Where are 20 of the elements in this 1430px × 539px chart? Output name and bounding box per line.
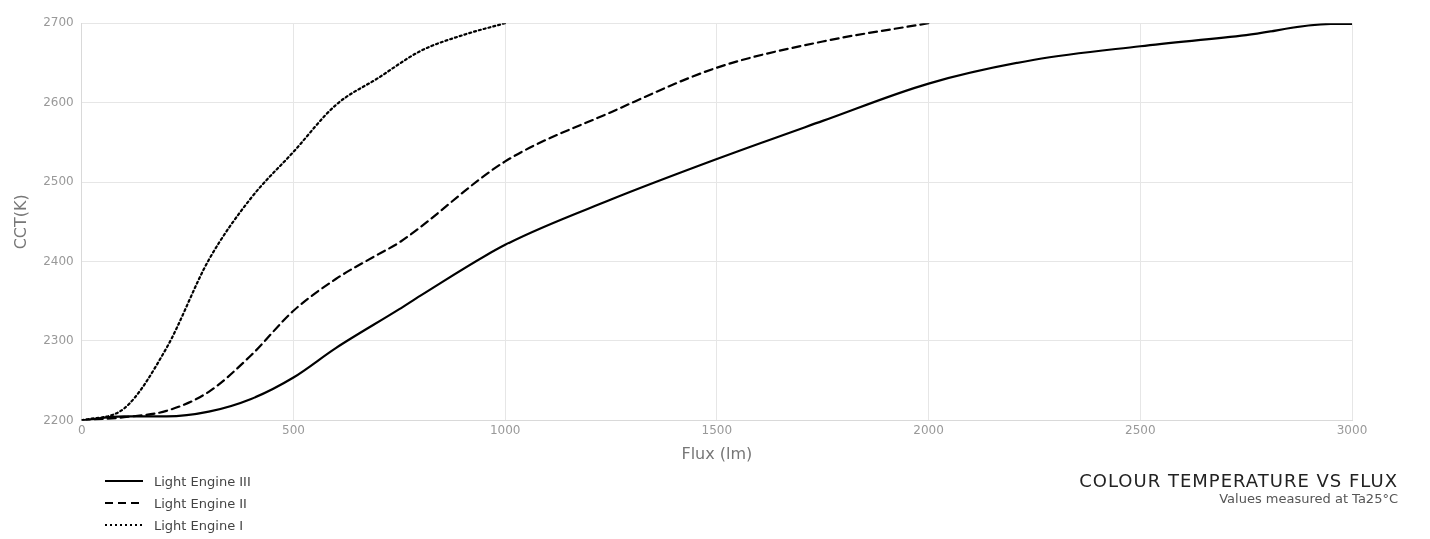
text: Values measured at Ta25°C [1218,491,1398,506]
legend-label: Light Engine I [154,517,244,533]
x-tick-label: 1500 [701,422,733,437]
x-tick-label: 2000 [913,422,944,437]
x-tick-label: 0 [77,422,86,437]
x-tick-label: 2500 [1125,422,1156,437]
y-tick-label: 2200 [43,412,74,427]
x-tick-label: 3000 [1336,422,1368,437]
x-tick-label: 1000 [489,422,521,437]
y-axis-title: CCT(K) [10,194,30,250]
text: COLOUR TEMPERATURE VS FLUX [1079,470,1398,491]
y-tick-label: 2300 [43,333,74,348]
legend-label: Light Engine II [154,495,247,511]
y-tick-label: 2700 [43,15,74,30]
y-tick-label: 2500 [43,174,74,189]
x-axis-title: Flux (lm) [681,443,753,463]
legend-label: Light Engine III [154,473,251,489]
x-tick-label: 500 [282,422,305,437]
y-tick-label: 2400 [43,253,74,268]
y-tick-label: 2600 [43,94,74,109]
